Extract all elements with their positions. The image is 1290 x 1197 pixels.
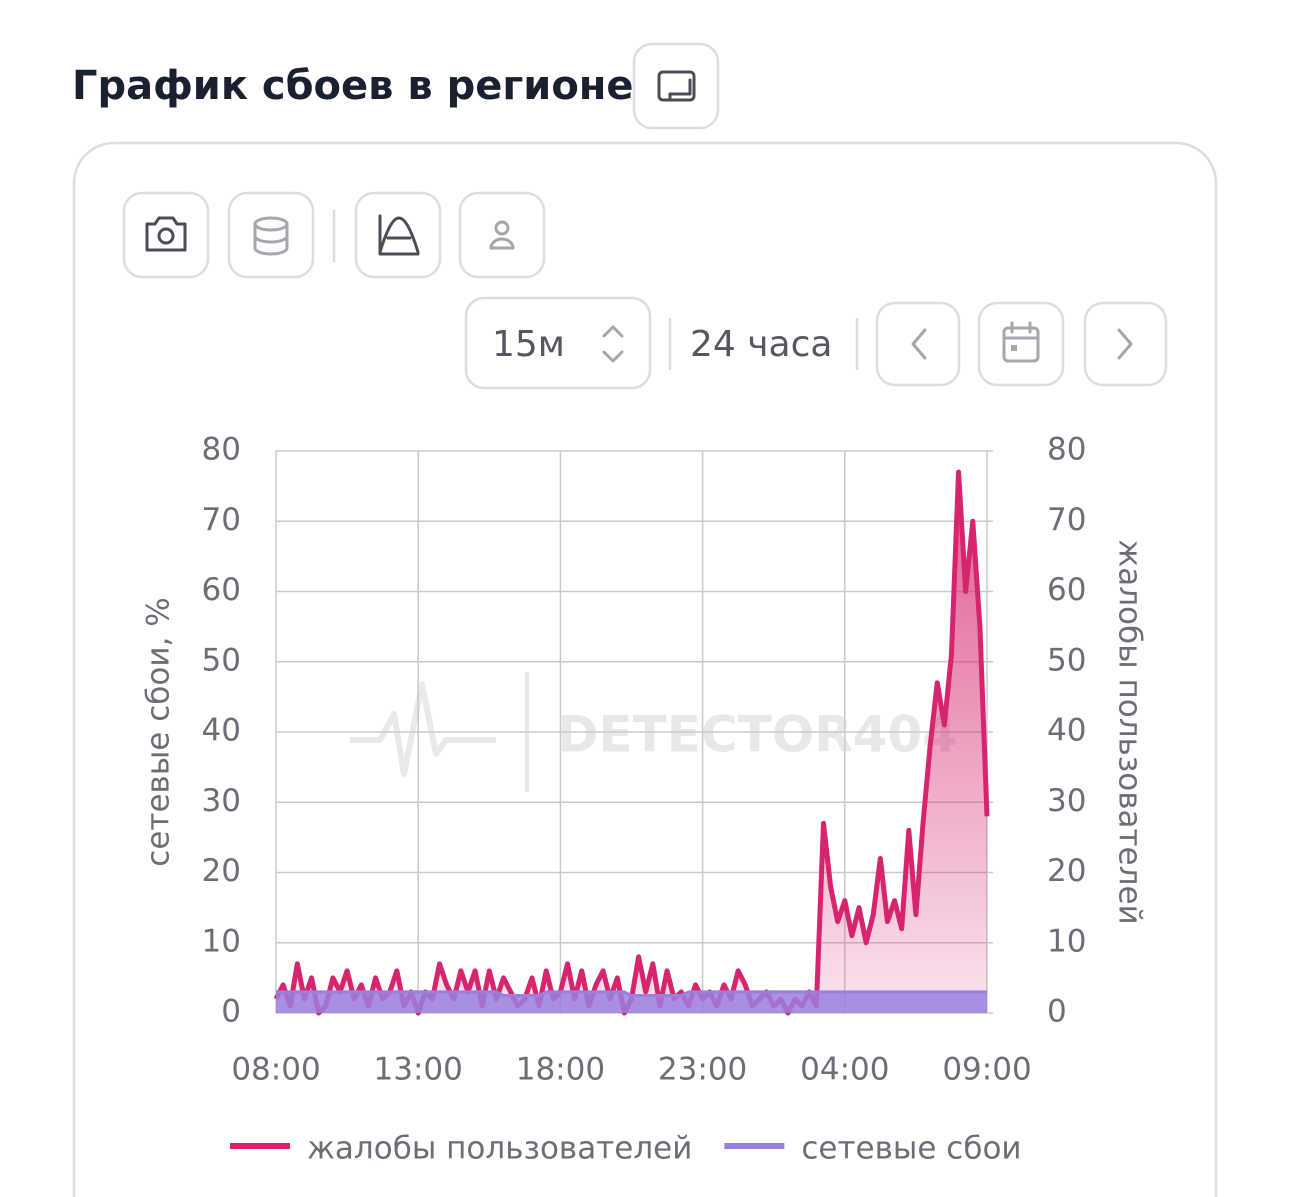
fullscreen-button[interactable] [632,42,720,130]
y-axis-label: сетевые сбои, % [141,597,177,866]
prev-button[interactable] [875,301,961,387]
watermark: DETECTOR404 [350,672,957,792]
y2-tick-label: 40 [1047,713,1086,749]
y2-tick-label: 30 [1047,783,1086,819]
x-tick-label: 08:00 [231,1052,320,1088]
y2-tick-label: 80 [1047,432,1086,468]
series-line [276,990,987,997]
x-tick-label: 23:00 [658,1052,747,1088]
y2-axis-label: жалобы пользователей [1112,539,1148,924]
chart-mode-button[interactable] [354,191,442,279]
x-tick-label: 18:00 [516,1052,605,1088]
screenshot-button[interactable] [122,191,210,279]
legend-label: жалобы пользователей [307,1131,692,1167]
y2-tick-label: 10 [1047,923,1086,959]
y-tick-label: 30 [202,783,241,819]
y-tick-label: 50 [202,642,241,678]
x-tick-label: 13:00 [374,1052,463,1088]
interval-value: 15м [492,324,565,365]
y2-tick-label: 0 [1047,994,1067,1030]
data-button[interactable] [227,191,315,279]
y2-tick-label: 20 [1047,853,1086,889]
x-tick-label: 04:00 [800,1052,889,1088]
watermark-text: DETECTOR404 [557,706,957,764]
y2-tick-label: 50 [1047,642,1086,678]
plot: 0 10 20 30 40 50 60 70 80 0 10 20 30 40 50 60 70 80 08:00 1… [202,432,1087,1088]
page-title: График сбоев в регионе [72,63,634,109]
y2-tick-label: 60 [1047,572,1086,608]
range-label[interactable]: 24 часа [690,324,832,365]
y-tick-label: 20 [202,853,241,889]
y-tick-label: 80 [202,432,241,468]
chart-card [72,141,1218,1197]
y-tick-label: 70 [202,502,241,538]
y-tick-label: 0 [221,994,241,1030]
y-tick-label: 60 [202,572,241,608]
legend-item[interactable]: сетевые сбои [724,1131,1022,1167]
interval-select[interactable]: 15м [464,296,652,390]
series-area [276,991,987,1013]
series-area [276,472,987,1013]
legend-label: сетевые сбои [801,1131,1021,1167]
next-button[interactable] [1083,301,1168,387]
y2-tick-label: 70 [1047,502,1086,538]
legend-item[interactable]: жалобы пользователей [230,1131,692,1167]
y-tick-label: 40 [202,713,241,749]
user-button[interactable] [458,191,546,279]
calendar-button[interactable] [977,301,1065,387]
x-tick-label: 09:00 [942,1052,1031,1088]
y-tick-label: 10 [202,923,241,959]
